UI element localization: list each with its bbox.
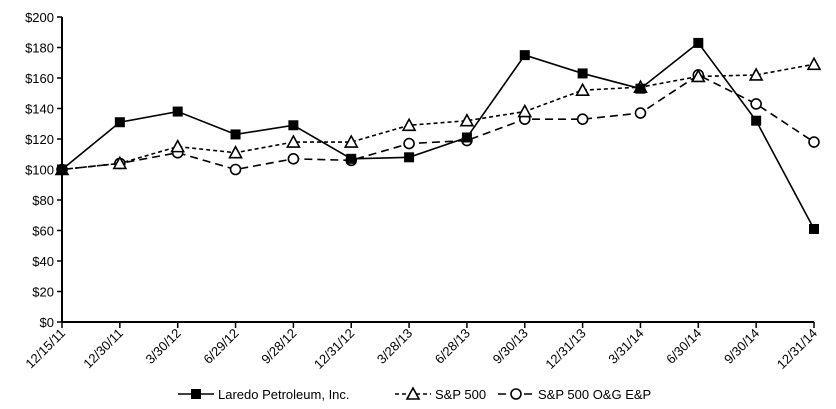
x-tick-label: 12/31/12: [311, 326, 357, 372]
series-s-p-500: [54, 56, 822, 176]
y-tick-label: $40: [32, 254, 54, 269]
square-marker: [693, 37, 704, 48]
circle-marker: [634, 107, 647, 119]
x-tick-label: 9/30/13: [490, 326, 531, 367]
circle-marker: [808, 136, 820, 148]
x-tick-label: 12/15/11: [22, 326, 68, 372]
triangle-marker: [517, 103, 533, 118]
square-marker: [114, 117, 125, 128]
triangle-marker: [459, 113, 475, 127]
triangle-marker: [401, 117, 417, 132]
triangle-marker: [112, 155, 128, 170]
x-tick-label: 12/31/14: [774, 326, 820, 372]
series-group: [54, 37, 822, 234]
y-tick-label: $180: [25, 41, 54, 56]
triangle-marker: [343, 134, 359, 148]
legend-item: S&P 500: [395, 386, 486, 402]
series-laredo-petroleum-inc-: [57, 37, 819, 234]
square-marker: [635, 83, 646, 94]
triangle-marker: [170, 138, 186, 153]
x-tick-label: 12/31/13: [542, 326, 588, 372]
circle-marker: [229, 163, 242, 176]
x-tick-label: 6/29/12: [200, 326, 241, 367]
x-tick-label: 6/30/14: [663, 326, 704, 367]
x-tick-label: 3/30/12: [143, 326, 184, 367]
series-s-p-500-o-g-e-p: [56, 69, 820, 176]
y-tick-label: $120: [25, 132, 54, 147]
triangle-marker: [405, 386, 421, 400]
circle-marker: [403, 137, 415, 150]
series-line: [61, 74, 815, 171]
y-tick-label: $100: [25, 163, 54, 178]
triangle-marker: [286, 134, 301, 148]
circle-marker: [510, 388, 522, 400]
triangle-marker: [690, 68, 706, 83]
square-marker: [751, 115, 762, 126]
triangle-marker: [228, 145, 243, 159]
square-marker: [519, 50, 530, 61]
square-marker: [191, 389, 201, 399]
x-tick-label: 9/28/12: [258, 326, 299, 367]
y-tick-label: $0: [40, 315, 54, 330]
legend-label: S&P 500 O&G E&P: [538, 387, 651, 402]
legend-label: S&P 500: [435, 387, 486, 402]
square-marker: [346, 153, 357, 164]
legend-item: S&P 500 O&G E&P: [498, 387, 651, 402]
x-tick-label: 6/28/13: [432, 326, 473, 367]
circle-marker: [576, 113, 589, 125]
triangle-marker: [806, 56, 822, 71]
x-tick-label: 9/30/14: [721, 326, 762, 367]
square-marker: [288, 120, 299, 131]
x-axis: 12/15/11 12/30/11 3/30/12 6/29/12 9/28/12 12/…: [22, 321, 820, 372]
square-marker: [461, 132, 472, 143]
square-marker: [230, 129, 241, 140]
x-tick-label: 12/30/11: [80, 326, 126, 372]
series-line: [61, 63, 815, 171]
x-tick-label: 3/28/13: [374, 326, 415, 367]
series-line: [61, 41, 815, 230]
square-marker: [809, 223, 819, 234]
y-tick-label: $20: [32, 285, 54, 300]
y-tick-label: $60: [32, 224, 54, 239]
legend-label: Laredo Petroleum, Inc.: [218, 387, 350, 402]
legend: Laredo Petroleum, Inc. S&P 500 S&P 500 O&G…: [178, 386, 651, 402]
y-tick-label: $140: [25, 102, 54, 117]
legend-item: Laredo Petroleum, Inc.: [178, 387, 350, 402]
square-marker: [57, 164, 67, 175]
square-marker: [404, 152, 415, 163]
y-tick-label: $200: [25, 10, 54, 25]
x-tick-label: 3/31/14: [605, 326, 646, 367]
circle-marker: [287, 153, 300, 165]
y-axis: $0 $20 $40 $60 $80 $100 $120 $140 $160 $180 $200: [25, 10, 63, 330]
square-marker: [172, 106, 183, 117]
y-tick-label: $160: [25, 71, 54, 86]
triangle-marker: [575, 82, 590, 96]
square-marker: [577, 68, 588, 79]
y-tick-label: $80: [32, 193, 54, 208]
triangle-marker: [748, 67, 764, 81]
circle-marker: [750, 98, 762, 110]
